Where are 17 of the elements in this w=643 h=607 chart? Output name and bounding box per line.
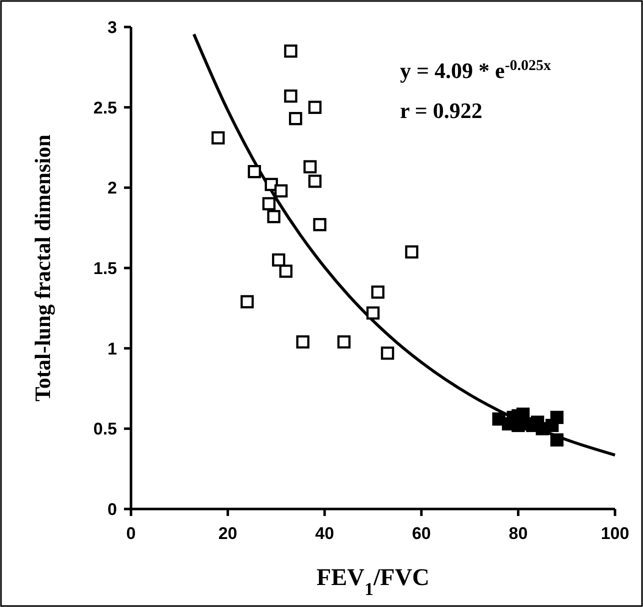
annotation: r = 0.922: [400, 98, 482, 123]
annotation: y = 4.09 * e$^{-0.025x}$: [400, 58, 552, 83]
y-tick-label: 0.5: [93, 420, 117, 439]
y-tick-label: 3: [108, 18, 117, 37]
y-tick-label: 2.5: [93, 98, 117, 118]
y-tick-label: 1.5: [93, 258, 117, 278]
x-tick-label: 60: [412, 524, 431, 543]
x-tick-label: 40: [315, 524, 334, 543]
x-tick-label: 80: [508, 524, 528, 543]
x-tick-label: 100: [600, 524, 630, 543]
y-tick-label: 0: [108, 500, 117, 519]
y-tick-label: 1: [108, 339, 117, 358]
x-tick-label: 20: [218, 524, 238, 543]
x-tick-label: 0: [126, 524, 136, 543]
y-axis-title: Total-lung fractal dimension: [30, 134, 55, 402]
x-axis-title: FEV$_{1}$/FVC: [316, 565, 430, 599]
y-tick-label: 2: [108, 178, 117, 198]
